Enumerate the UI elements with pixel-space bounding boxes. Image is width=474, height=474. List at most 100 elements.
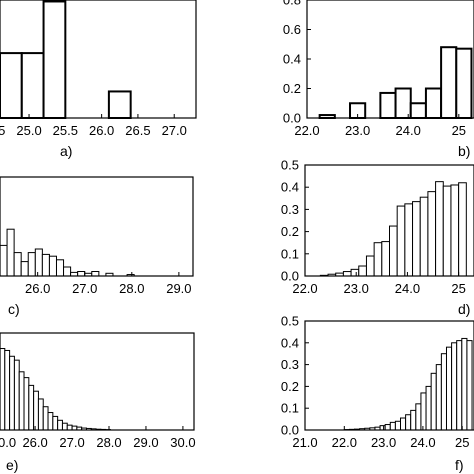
- panel-d-x-tick-label: 22.0: [292, 281, 317, 296]
- panel-c-bar: [48, 255, 57, 277]
- panel-c-x-tick-label: 28.0: [119, 281, 144, 296]
- panel-a-bar: [20, 52, 45, 119]
- panel-e-bar: [0, 348, 6, 431]
- panel-c: 26.0 27.0 28.0 29.0 c): [0, 176, 194, 317]
- panel-c-bar: [91, 271, 100, 277]
- panel-f-x-tick-label: 24.0: [410, 435, 435, 450]
- panel-e-bar: [42, 406, 49, 431]
- panel-b-bar: [440, 46, 458, 120]
- panel-b: 22.0 23.0 24.0 25 0.0 0.2 0.4 0.6 0.8 b): [283, 0, 474, 159]
- panel-b-bar: [379, 91, 397, 120]
- panel-e-bar: [52, 415, 59, 431]
- panel-f-bar: [400, 417, 407, 431]
- panel-e-bar: [66, 424, 73, 431]
- panel-d-bar: [419, 196, 429, 277]
- panel-f-x-tick-label: 22.0: [332, 435, 357, 450]
- panel-f-bar: [415, 403, 422, 431]
- panel-b-x-tick-label: 23.0: [345, 123, 370, 138]
- panel-e-bar: [57, 419, 63, 431]
- panel-d-bar: [412, 201, 421, 277]
- panel-c-bar: [6, 228, 15, 277]
- panel-f-label: f): [455, 457, 464, 473]
- panel-e-x-tick-label: 30.0: [170, 435, 195, 450]
- panel-f-x-tick-label: 21.0: [292, 435, 317, 450]
- panel-d-y-tick-label: 0.5: [281, 158, 299, 173]
- panel-c-bar: [55, 259, 65, 277]
- panel-b-y-tick-label: 0.4: [283, 52, 301, 67]
- panel-a-bar: [0, 52, 23, 119]
- panel-d-frame: [304, 164, 474, 277]
- panel-f-y-tick-label: 0.3: [281, 357, 299, 372]
- panel-a-x-tick-label: 26.5: [125, 123, 150, 138]
- panel-e-bar: [13, 359, 20, 431]
- panel-e-frame: [0, 332, 195, 431]
- panel-f-bar: [420, 392, 427, 431]
- panel-f-bar: [430, 372, 437, 431]
- panel-d-x-tick-label: 24.0: [395, 281, 420, 296]
- panel-c-bar: [13, 252, 22, 277]
- panel-f-frame: [304, 320, 474, 431]
- panel-b-bar: [409, 102, 427, 119]
- panel-a-x-tick-label: 25.0: [16, 123, 41, 138]
- panel-f-bar: [425, 385, 432, 431]
- panel-b-bar: [394, 87, 412, 119]
- panel-a-label: a): [60, 143, 72, 159]
- panel-f-bar: [461, 337, 468, 431]
- panel-b-label: b): [458, 143, 470, 159]
- panel-e-bar: [4, 349, 11, 431]
- panel-b-bar: [455, 47, 473, 119]
- panel-d-bar: [342, 271, 352, 277]
- panel-f-x-tick-label: 23.0: [371, 435, 396, 450]
- panel-d-bar: [458, 182, 467, 277]
- panel-e-bar: [37, 398, 44, 431]
- panel-d-bar: [373, 242, 383, 277]
- panel-f-bar: [389, 421, 396, 431]
- panel-e-x-tick-label: 27.0: [59, 435, 84, 450]
- panel-e-x-tick-label: 28.0: [96, 435, 121, 450]
- panel-c-x-tick-label: 27.0: [72, 281, 97, 296]
- panel-c-bar: [77, 271, 86, 277]
- panel-f-y-tick-label: 0.1: [281, 401, 299, 416]
- panel-e-bar: [47, 412, 54, 431]
- panel-d-bar: [396, 205, 406, 277]
- panel-a-x-tick-label: 25.5: [53, 123, 78, 138]
- panel-f-bar: [394, 420, 402, 431]
- panel-c-x-tick-label: 26.0: [25, 281, 50, 296]
- panel-c-bar: [34, 248, 43, 277]
- panel-b-y-tick-label: 0.6: [283, 22, 301, 37]
- panel-d: 22.0 23.0 24.0 25 0.0 0.1 0.2 0.3 0.4 0.5 d): [281, 158, 474, 317]
- panel-e-x-tick-label: 0.0: [0, 435, 16, 450]
- panel-d-x-tick-label: 25: [451, 281, 465, 296]
- panel-d-y-tick-label: 0.1: [281, 246, 299, 261]
- panel-a-bar: [42, 0, 67, 120]
- panel-e-x-tick-label: 26.0: [22, 435, 47, 450]
- panel-e-bar: [9, 355, 15, 431]
- panel-f-y-tick-label: 0.4: [281, 335, 299, 350]
- panel-c-x-tick-label: 29.0: [166, 281, 191, 296]
- panel-d-bar: [435, 181, 444, 277]
- panel-e-bar: [23, 377, 30, 431]
- panel-f-bar: [445, 346, 453, 431]
- panel-f-bar: [384, 424, 391, 431]
- panel-f-bar: [405, 414, 412, 431]
- panel-e-bar: [33, 390, 39, 431]
- panel-d-bar: [450, 184, 460, 277]
- panel-f-bar: [410, 409, 417, 431]
- panel-a-x-tick-label: 27.0: [162, 123, 187, 138]
- panel-f-bar: [466, 340, 473, 431]
- panel-f-y-tick-label: 0.2: [281, 379, 299, 394]
- panel-c-bar: [27, 252, 36, 277]
- panel-b-x-tick-label: 25: [452, 123, 466, 138]
- panel-d-y-tick-label: 0.2: [281, 224, 299, 239]
- panel-a-frame: [0, 0, 197, 119]
- panel-c-bar: [41, 253, 50, 277]
- panel-d-y-tick-label: 0.4: [281, 180, 299, 195]
- panel-d-x-tick-label: 23.0: [344, 281, 369, 296]
- panel-a-x-tick-label: 26.0: [89, 123, 114, 138]
- panel-c-frame: [0, 176, 194, 277]
- panel-e-bar: [28, 384, 35, 431]
- panel-d-bar: [350, 268, 360, 277]
- panel-b-y-tick-label: 0.8: [283, 0, 301, 8]
- panel-d-bar: [381, 241, 390, 277]
- panel-d-bar: [365, 255, 375, 277]
